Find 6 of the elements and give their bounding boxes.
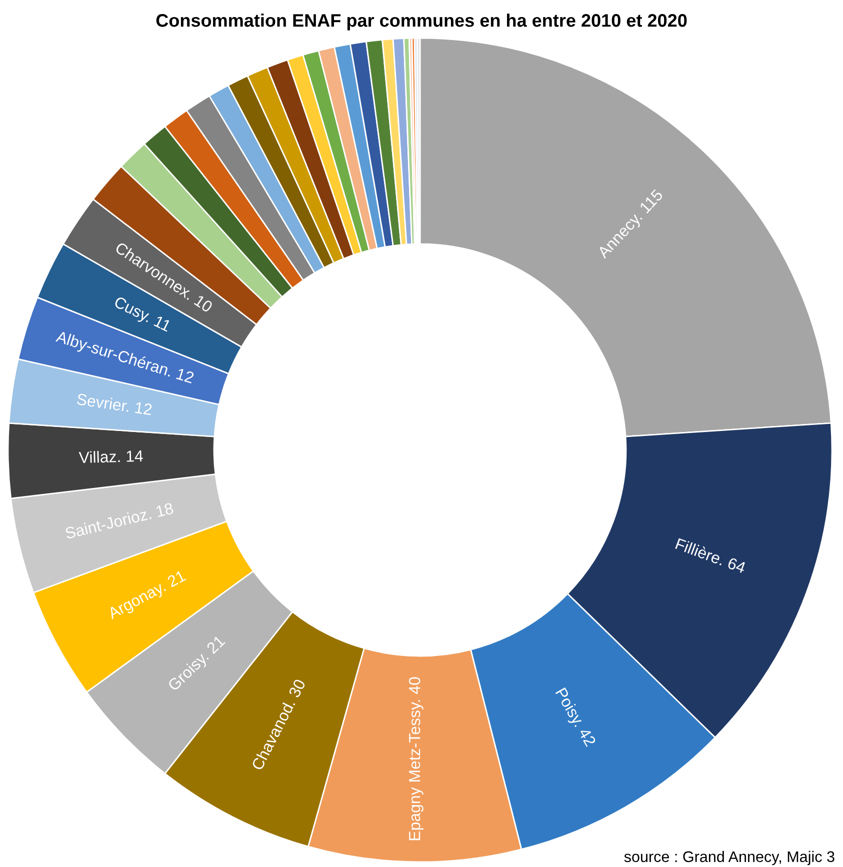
slice-label: Sevrier. 12 (76, 392, 152, 416)
slice-label: Epagny Metz-Tessy. 40 (408, 677, 424, 840)
source-note: source : Grand Annecy, Majic 3 (624, 850, 834, 866)
slice-label: Cusy. 11 (112, 296, 172, 335)
chart-title: Consommation ENAF par communes en ha entre 2010 et 2020 (156, 14, 687, 30)
slice-label: Villaz. 14 (78, 450, 144, 464)
